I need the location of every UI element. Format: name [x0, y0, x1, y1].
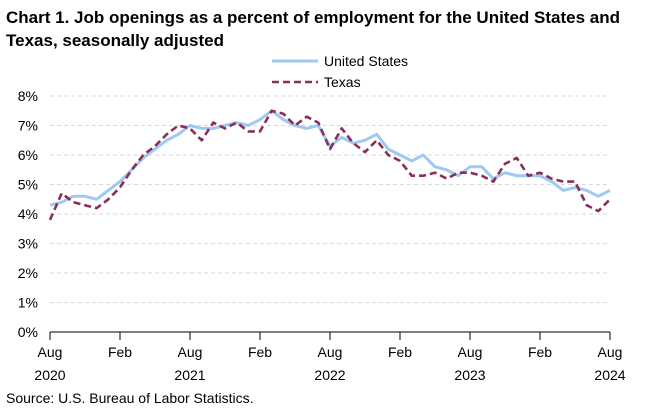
x-tick-label: Aug — [318, 344, 343, 360]
x-tick-label: Aug — [178, 344, 203, 360]
x-tick-year-label: 2024 — [594, 367, 625, 383]
series-line-united-states — [49, 109, 611, 207]
legend-label: United States — [324, 53, 408, 69]
legend-label: Texas — [324, 74, 361, 90]
x-tick-label: Feb — [528, 344, 552, 360]
source-note: Source: U.S. Bureau of Labor Statistics. — [6, 390, 254, 406]
y-tick-label: 7% — [18, 118, 38, 134]
x-tick-label: Feb — [248, 344, 272, 360]
y-tick-label: 3% — [18, 236, 38, 252]
y-axis-tick-labels: 0% 1% 2% 3% 4% 5% 6% 7% 8% — [18, 88, 38, 340]
x-tick-label: Aug — [38, 344, 63, 360]
y-tick-label: 1% — [18, 295, 38, 311]
y-tick-label: 0% — [18, 324, 38, 340]
x-tick-year-label: 2023 — [454, 367, 485, 383]
series-lines — [48, 109, 611, 221]
series-line-texas — [48, 109, 611, 221]
x-tick-label: Feb — [388, 344, 412, 360]
x-tick-year-label: 2022 — [314, 367, 345, 383]
y-tick-label: 6% — [18, 147, 38, 163]
x-tick-label: Feb — [108, 344, 132, 360]
gridlines — [50, 95, 610, 303]
chart-title: Chart 1. Job openings as a percent of em… — [6, 8, 620, 50]
x-tick-year-label: 2021 — [174, 367, 205, 383]
x-axis-tick-labels: Aug 2020 Feb Aug 2021 Feb Aug 2022 Feb Aug 2023 Feb… — [34, 344, 625, 383]
legend: United States Texas — [272, 53, 408, 90]
y-tick-label: 8% — [18, 88, 38, 104]
y-tick-label: 2% — [18, 265, 38, 281]
axes — [49, 331, 611, 340]
y-tick-label: 4% — [18, 206, 38, 222]
x-tick-year-label: 2020 — [34, 367, 65, 383]
y-tick-label: 5% — [18, 177, 38, 193]
x-tick-label: Aug — [458, 344, 483, 360]
x-tick-label: Aug — [598, 344, 623, 360]
